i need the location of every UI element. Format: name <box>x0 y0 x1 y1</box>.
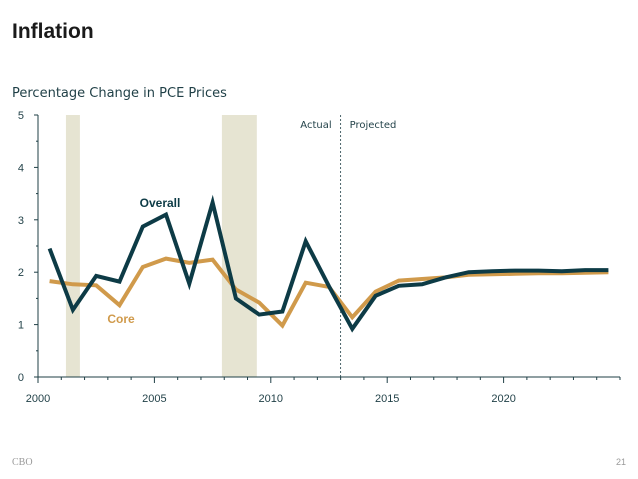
annotation-projected: Projected <box>350 120 397 131</box>
x-tick-label-2005: 2005 <box>142 393 166 405</box>
chart-title: Percentage Change in PCE Prices <box>12 86 227 101</box>
y-tick-label-3: 3 <box>18 215 24 227</box>
y-tick-label-4: 4 <box>18 162 24 174</box>
axes: 0 1 2 3 4 5 2000 2005 2010 2015 2020 <box>18 110 621 405</box>
recession-band-0 <box>65 115 80 377</box>
cbo-footer-mark: CBO <box>12 457 33 468</box>
x-tick-label-2000: 2000 <box>26 393 50 405</box>
x-tick-label-2020: 2020 <box>491 393 515 405</box>
actual-projected-divider: Actual Projected <box>300 115 396 377</box>
y-tick-label-0: 0 <box>18 372 24 384</box>
series-label-core: Core <box>107 312 135 326</box>
series-lines <box>47 194 609 333</box>
y-tick-label-1: 1 <box>18 320 24 332</box>
page-number: 21 <box>615 457 626 467</box>
x-tick-label-2015: 2015 <box>375 393 399 405</box>
recession-bands <box>65 115 257 377</box>
x-tick-label-2010: 2010 <box>259 393 283 405</box>
series-labels: Overall Core <box>107 196 180 326</box>
series-line-overall <box>47 194 609 333</box>
y-tick-label-2: 2 <box>18 267 24 279</box>
page-title: Inflation <box>12 20 94 43</box>
series-label-overall: Overall <box>140 196 181 210</box>
annotation-actual: Actual <box>300 120 331 131</box>
recession-band-1 <box>221 115 257 377</box>
y-tick-label-5: 5 <box>18 110 24 122</box>
